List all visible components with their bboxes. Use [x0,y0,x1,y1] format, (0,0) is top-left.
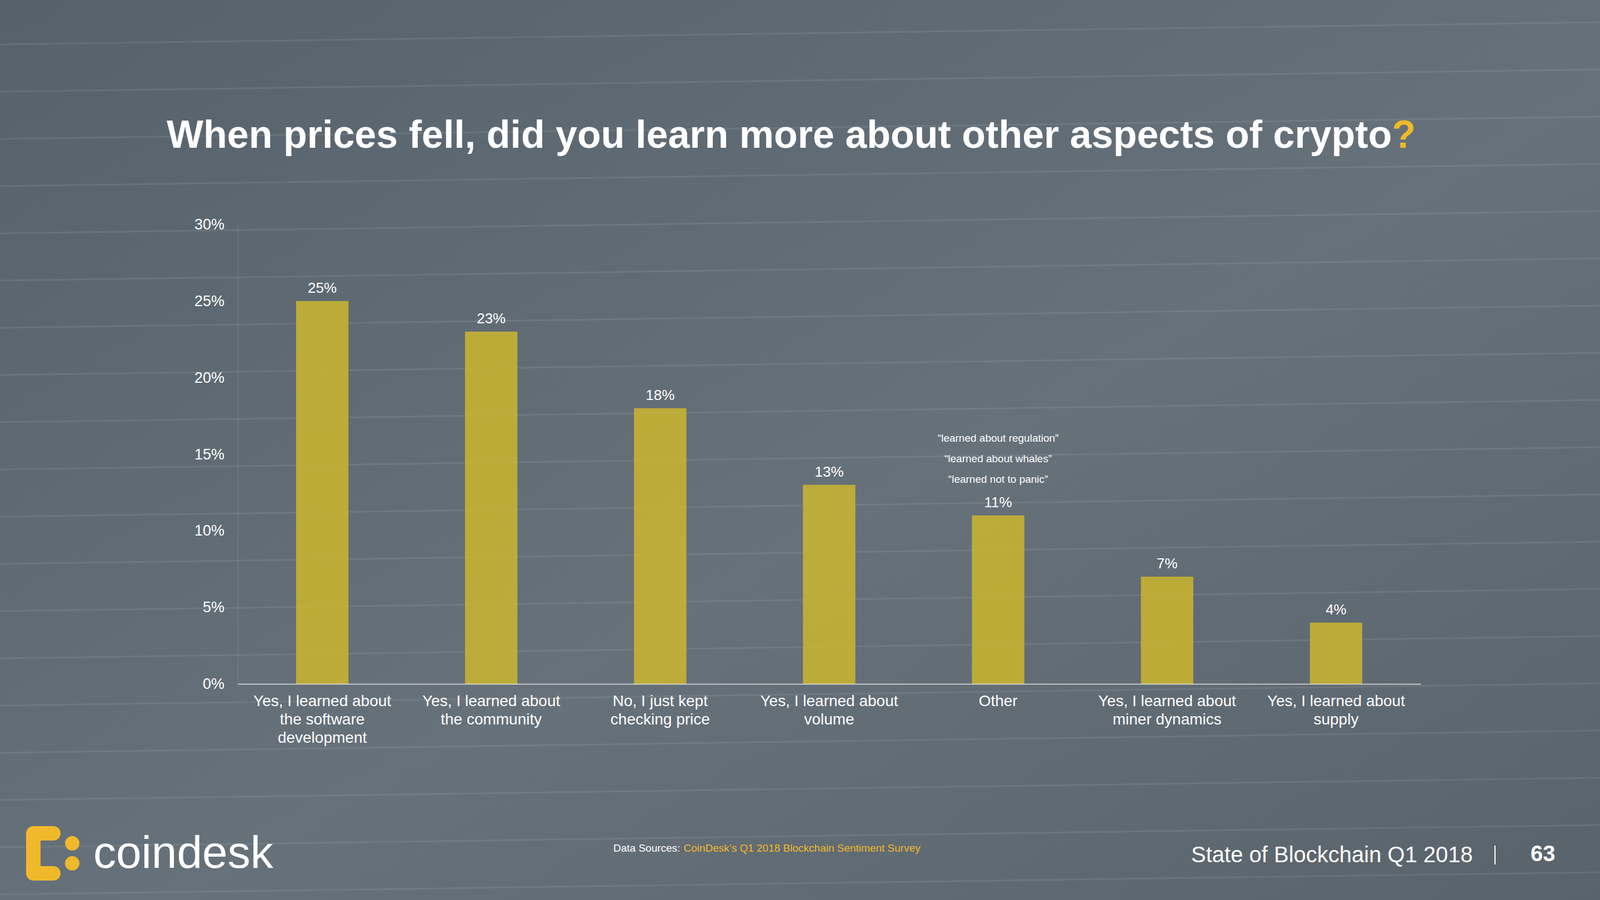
texture-line [0,211,1600,234]
annotation: “learned about whales” [944,452,1052,465]
x-tick-label: Other [978,692,1018,710]
texture-line [0,69,1600,92]
texture-line [0,258,1600,281]
texture-line [0,730,1600,753]
logo-icon [26,826,80,881]
footer-separator [1494,845,1496,865]
x-tick: Yes, I learned aboutthe softwaredevelopm… [253,683,392,747]
brand: coindesk [93,826,274,878]
x-tick-label: Yes, I learned aboutthe community [422,692,560,728]
logo-dot [65,856,80,871]
y-tick: 25% [194,292,238,310]
logo-bar [33,866,54,881]
data-label: 25% [307,279,337,297]
source-name: CoinDesk’s Q1 2018 Blockchain Sentiment … [683,842,921,854]
x-tick: Yes, I learned aboutthe community [422,683,560,728]
y-axis: 0% 5% 10% 15% 20% 25% 30% [194,216,239,693]
y-tick: 10% [194,522,238,539]
source: Data Sources:CoinDesk’s Q1 2018 Blockcha… [613,842,921,854]
y-tick: 5% [202,598,238,616]
bar [1310,622,1363,684]
x-tick-label: Yes, I learned aboutsupply [1267,692,1405,728]
y-tick: 0% [202,675,238,693]
annotation: “learned not to panic” [948,473,1049,485]
chart-svg: When prices fell, did you learn more abo… [0,0,1600,900]
texture-line [0,777,1600,800]
background [0,0,1600,900]
x-tick: No, I just keptchecking price [610,683,710,728]
annotation: “learned about regulation” [937,432,1059,444]
page-number: 63 [1530,841,1556,866]
x-tick-label: Yes, I learned aboutminer dynamics [1098,692,1237,728]
texture-line [0,352,1600,375]
report-name: State of Blockchain Q1 2018 [1191,842,1473,867]
data-label: 23% [476,310,506,327]
y-tick-label: 20% [194,369,225,387]
bar [296,301,349,684]
y-tick-label: 30% [194,216,225,233]
texture-line [0,163,1600,187]
title: When prices fell, did you learn more abo… [166,112,1416,157]
x-tick-label: Yes, I learned aboutthe softwaredevelopm… [253,692,392,747]
x-tick-label: No, I just keptchecking price [610,692,710,728]
bar [1141,576,1194,684]
chart-container: When prices fell, did you learn more abo… [0,0,1600,900]
background-texture [0,22,1600,900]
y-tick-label: 10% [194,522,225,539]
data-label: 11% [984,493,1013,511]
y-tick: 30% [194,216,238,233]
x-tick: Yes, I learned aboutvolume [760,683,898,728]
bar [972,515,1025,684]
bar [633,408,687,684]
bar [465,331,518,684]
data-label: 4% [1325,601,1347,618]
y-tick: 15% [194,446,238,463]
bars [296,301,1363,684]
data-label: 13% [814,463,844,480]
texture-line [0,22,1600,45]
y-tick-label: 5% [202,598,225,616]
y-tick-label: 15% [194,446,225,463]
y-tick-label: 0% [202,675,225,693]
texture-line [0,305,1600,328]
y-tick-label: 25% [194,292,225,310]
texture-line [0,588,1600,612]
texture-line [0,494,1600,517]
x-tick-label: Yes, I learned aboutvolume [760,692,898,728]
data-label: 18% [645,386,675,404]
logo-dot [65,836,80,851]
x-axis: Yes, I learned aboutthe softwaredevelopm… [238,683,1422,747]
texture-line [0,400,1600,423]
x-tick: Other [978,683,1018,710]
texture-line [0,447,1600,470]
y-tick: 20% [194,369,238,387]
y-axis-line [237,225,239,685]
source-prefix: Data Sources: [613,842,680,854]
x-axis-line [238,683,1422,685]
bar [802,485,855,684]
logo-bar [33,826,54,841]
data-label: 7% [1156,555,1178,572]
data-labels: 25% 23% 18% 13% 11% 7% 4% [307,279,1347,618]
x-tick: Yes, I learned aboutsupply [1267,683,1405,728]
annotations: “learned about regulation” “learned about… [937,432,1059,485]
x-tick: Yes, I learned aboutminer dynamics [1098,683,1237,728]
texture-line [0,541,1600,564]
